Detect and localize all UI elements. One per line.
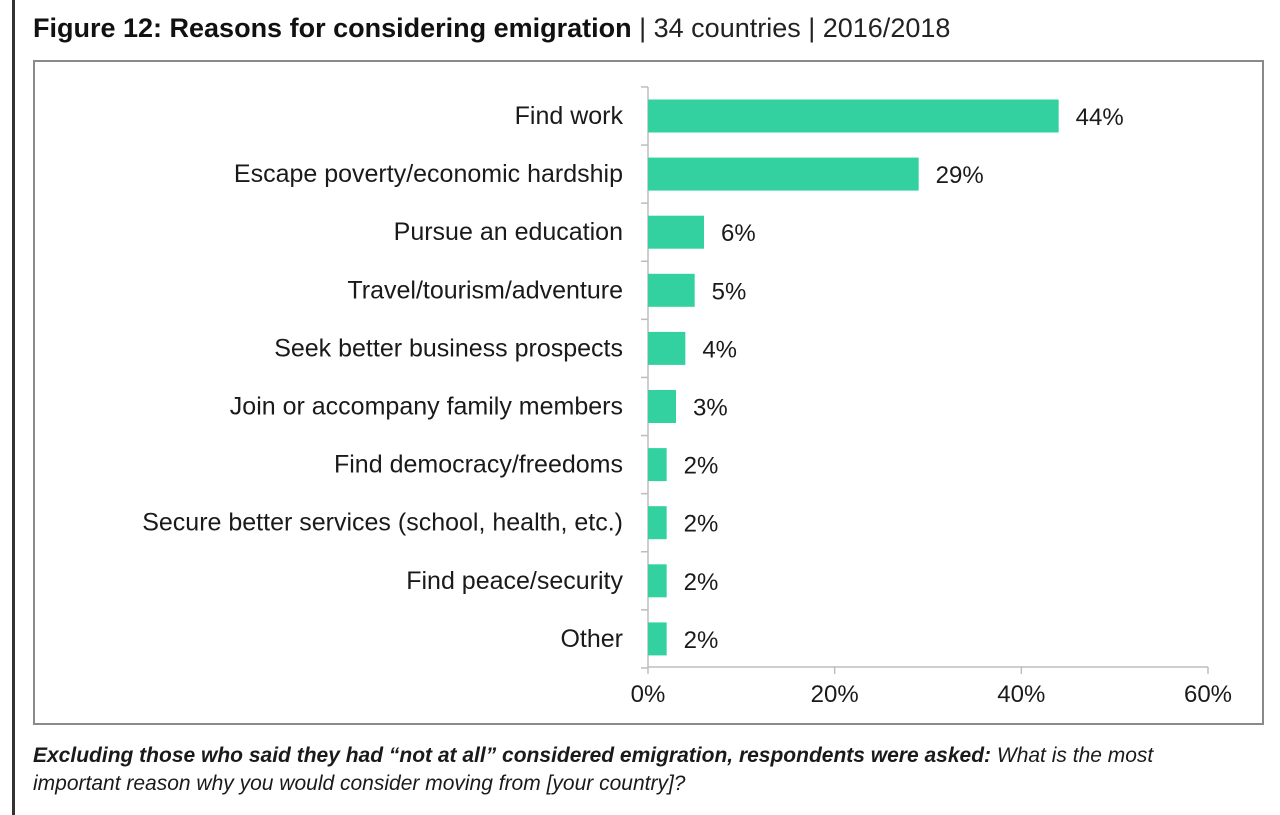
category-label: Secure better services (school, health, …	[142, 509, 623, 537]
value-axis-tick-label: 60%	[1184, 681, 1232, 708]
chart-frame: Find work 44% Escape poverty/economic hard…	[33, 60, 1264, 725]
bar	[648, 215, 704, 249]
bar-value-label: 3%	[693, 395, 728, 422]
category-label: Find democracy/freedoms	[334, 451, 623, 479]
bar-value-label: 2%	[684, 511, 719, 538]
bar	[648, 564, 667, 598]
category-label: Find peace/security	[406, 567, 623, 595]
bar	[648, 99, 1059, 133]
bar-value-label: 6%	[721, 220, 756, 247]
figure-subtitle: | 34 countries | 2016/2018	[631, 13, 951, 43]
value-axis-tick-label: 20%	[811, 681, 859, 708]
bar-value-label: 44%	[1076, 104, 1124, 131]
bar-value-label: 2%	[684, 453, 719, 480]
category-label: Find work	[515, 102, 624, 130]
bar	[648, 157, 919, 191]
bar-value-label: 4%	[702, 336, 737, 363]
bar	[648, 331, 686, 365]
value-axis-tick-label: 0%	[631, 681, 666, 708]
value-axis-tick-label: 40%	[997, 681, 1045, 708]
category-label: Other	[560, 625, 623, 653]
bar-value-label: 2%	[684, 627, 719, 654]
bar	[648, 448, 667, 482]
bar-value-label: 2%	[684, 569, 719, 596]
caption-question-intro: Excluding those who said they had “not a…	[33, 744, 992, 767]
page-left-rule	[12, 0, 15, 815]
figure-title-block: Figure 12: Reasons for considering emigr…	[33, 10, 950, 46]
bar	[648, 273, 695, 307]
bar-value-label: 29%	[936, 162, 984, 189]
category-label: Escape poverty/economic hardship	[234, 160, 623, 188]
caption-question-text: What is the most important reason why yo…	[33, 744, 1154, 795]
category-label: Pursue an education	[394, 218, 623, 246]
bar-chart: Find work 44% Escape poverty/economic hard…	[142, 86, 1232, 708]
category-label: Seek better business prospects	[274, 334, 623, 362]
bar	[648, 622, 667, 656]
bar	[648, 390, 676, 423]
bar-value-label: 5%	[712, 278, 747, 305]
figure-caption: Excluding those who said they had “not a…	[33, 742, 1243, 798]
figure-title: Figure 12: Reasons for considering emigr…	[33, 13, 632, 43]
bar	[648, 506, 667, 540]
category-label: Join or accompany family members	[230, 393, 623, 421]
category-label: Travel/tourism/adventure	[347, 276, 623, 304]
